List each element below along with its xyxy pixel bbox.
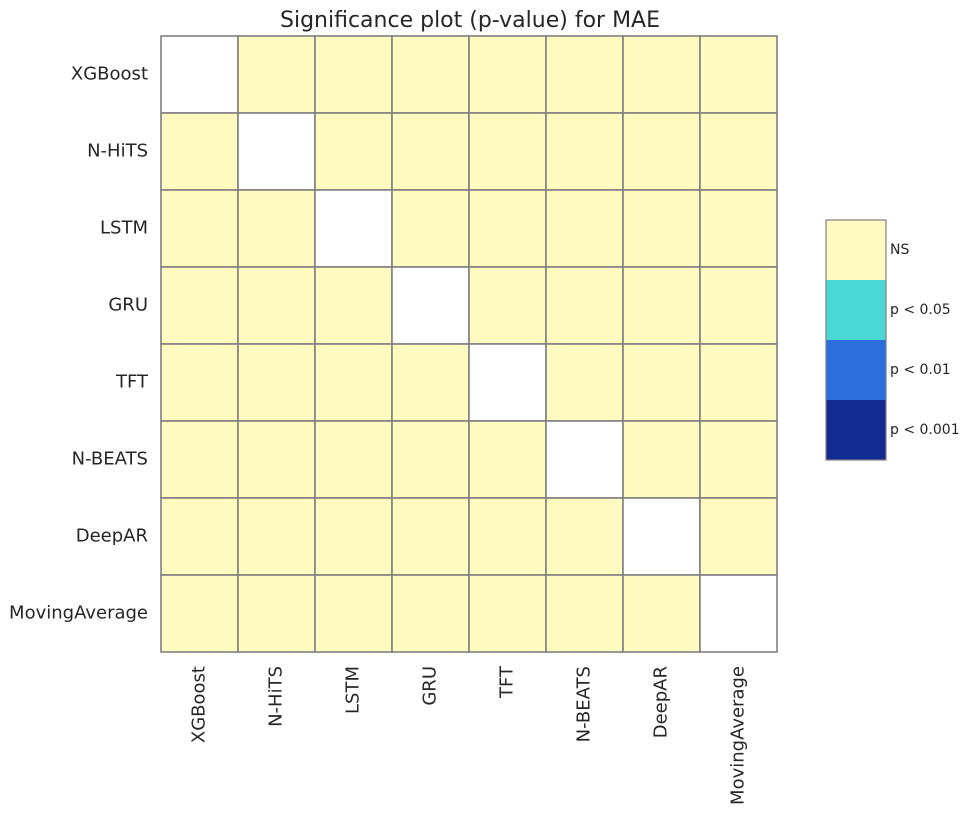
heatmap-cell-3-5 [545,266,624,345]
legend-border [825,219,887,461]
row-label: MovingAverage [9,603,148,624]
heatmap-cell-5-2 [314,420,393,499]
legend-swatch [826,280,886,340]
heatmap-cell-5-6 [622,420,701,499]
heatmap-cell-4-4 [468,343,547,422]
heatmap-cell-4-5 [545,343,624,422]
heatmap-cell-6-5 [545,497,624,576]
heatmap-cell-2-5 [545,189,624,268]
chart-title: Significance plot (p-value) for MAE [280,8,660,33]
legend-swatch [826,400,886,460]
heatmap-cell-2-6 [622,189,701,268]
heatmap-cell-7-3 [391,574,470,653]
heatmap-cell-6-2 [314,497,393,576]
heatmap-cell-5-1 [237,420,316,499]
heatmap-cell-1-4 [468,112,547,191]
column-label: MovingAverage [728,666,749,805]
heatmap-cell-0-1 [237,35,316,114]
heatmap-cell-5-4 [468,420,547,499]
heatmap-cell-1-1 [237,112,316,191]
row-labels: XGBoost N-HiTS LSTM GRU TFT N-BEATS DeepAR Movi… [9,64,149,624]
column-label: TFT [497,665,518,699]
heatmap-cell-7-1 [237,574,316,653]
row-label: N-BEATS [72,449,148,470]
heatmap-cell-4-1 [237,343,316,422]
heatmap-cell-0-0 [160,35,239,114]
significance-legend: NS p < 0.05 p < 0.01 p < 0.001 [825,219,960,461]
heatmap-cell-2-1 [237,189,316,268]
heatmap-cell-3-3 [391,266,470,345]
legend-label: p < 0.05 [890,302,951,318]
heatmap-cell-3-6 [622,266,701,345]
heatmap-cell-3-4 [468,266,547,345]
column-label: N-BEATS [574,666,595,742]
heatmap-cell-1-7 [699,112,778,191]
legend-label: p < 0.01 [890,362,951,378]
heatmap-cell-4-7 [699,343,778,422]
heatmap-cell-5-5 [545,420,624,499]
heatmap-cell-2-0 [160,189,239,268]
heatmap-cell-7-4 [468,574,547,653]
heatmap-cell-6-7 [699,497,778,576]
heatmap-cell-0-2 [314,35,393,114]
heatmap-cell-6-0 [160,497,239,576]
heatmap-cell-4-2 [314,343,393,422]
row-label: LSTM [100,218,148,239]
heatmap-cell-7-6 [622,574,701,653]
heatmap-cell-0-5 [545,35,624,114]
heatmap-cell-2-7 [699,189,778,268]
heatmap-cell-2-4 [468,189,547,268]
column-label: LSTM [343,666,364,714]
heatmap-cell-0-3 [391,35,470,114]
heatmap-cell-3-2 [314,266,393,345]
heatmap-cell-1-0 [160,112,239,191]
heatmap-cell-7-5 [545,574,624,653]
heatmap-cell-3-0 [160,266,239,345]
legend-label: p < 0.001 [890,422,960,438]
row-label: DeepAR [76,526,148,547]
legend-label: NS [890,242,909,258]
heatmap-cell-2-3 [391,189,470,268]
heatmap-cell-0-4 [468,35,547,114]
heatmap-cell-1-2 [314,112,393,191]
legend-swatch [826,220,886,280]
heatmap-cell-3-1 [237,266,316,345]
heatmap-cell-6-3 [391,497,470,576]
heatmap-cell-1-5 [545,112,624,191]
column-label: DeepAR [651,666,672,738]
heatmap-cell-7-0 [160,574,239,653]
row-label: XGBoost [71,64,148,85]
heatmap-cell-0-7 [699,35,778,114]
heatmap-cells [160,35,778,653]
heatmap-cell-5-3 [391,420,470,499]
column-label: GRU [420,666,441,706]
heatmap-cell-7-2 [314,574,393,653]
row-label: GRU [108,295,148,316]
heatmap-cell-1-6 [622,112,701,191]
column-labels: XGBoost N-HiTS LSTM GRU TFT N-BEATS DeepAR Movi… [189,665,749,805]
heatmap-cell-4-0 [160,343,239,422]
heatmap-cell-4-6 [622,343,701,422]
row-label: TFT [115,372,149,393]
heatmap-cell-0-6 [622,35,701,114]
heatmap-cell-5-0 [160,420,239,499]
heatmap-cell-7-7 [699,574,778,653]
row-label: N-HiTS [87,141,148,162]
heatmap-cell-1-3 [391,112,470,191]
heatmap-cell-6-6 [622,497,701,576]
column-label: N-HiTS [266,666,287,727]
heatmap-cell-6-1 [237,497,316,576]
heatmap-cell-4-3 [391,343,470,422]
heatmap-cell-6-4 [468,497,547,576]
heatmap-cell-5-7 [699,420,778,499]
heatmap-cell-3-7 [699,266,778,345]
heatmap-cell-2-2 [314,189,393,268]
legend-swatch [826,340,886,400]
column-label: XGBoost [189,666,210,743]
